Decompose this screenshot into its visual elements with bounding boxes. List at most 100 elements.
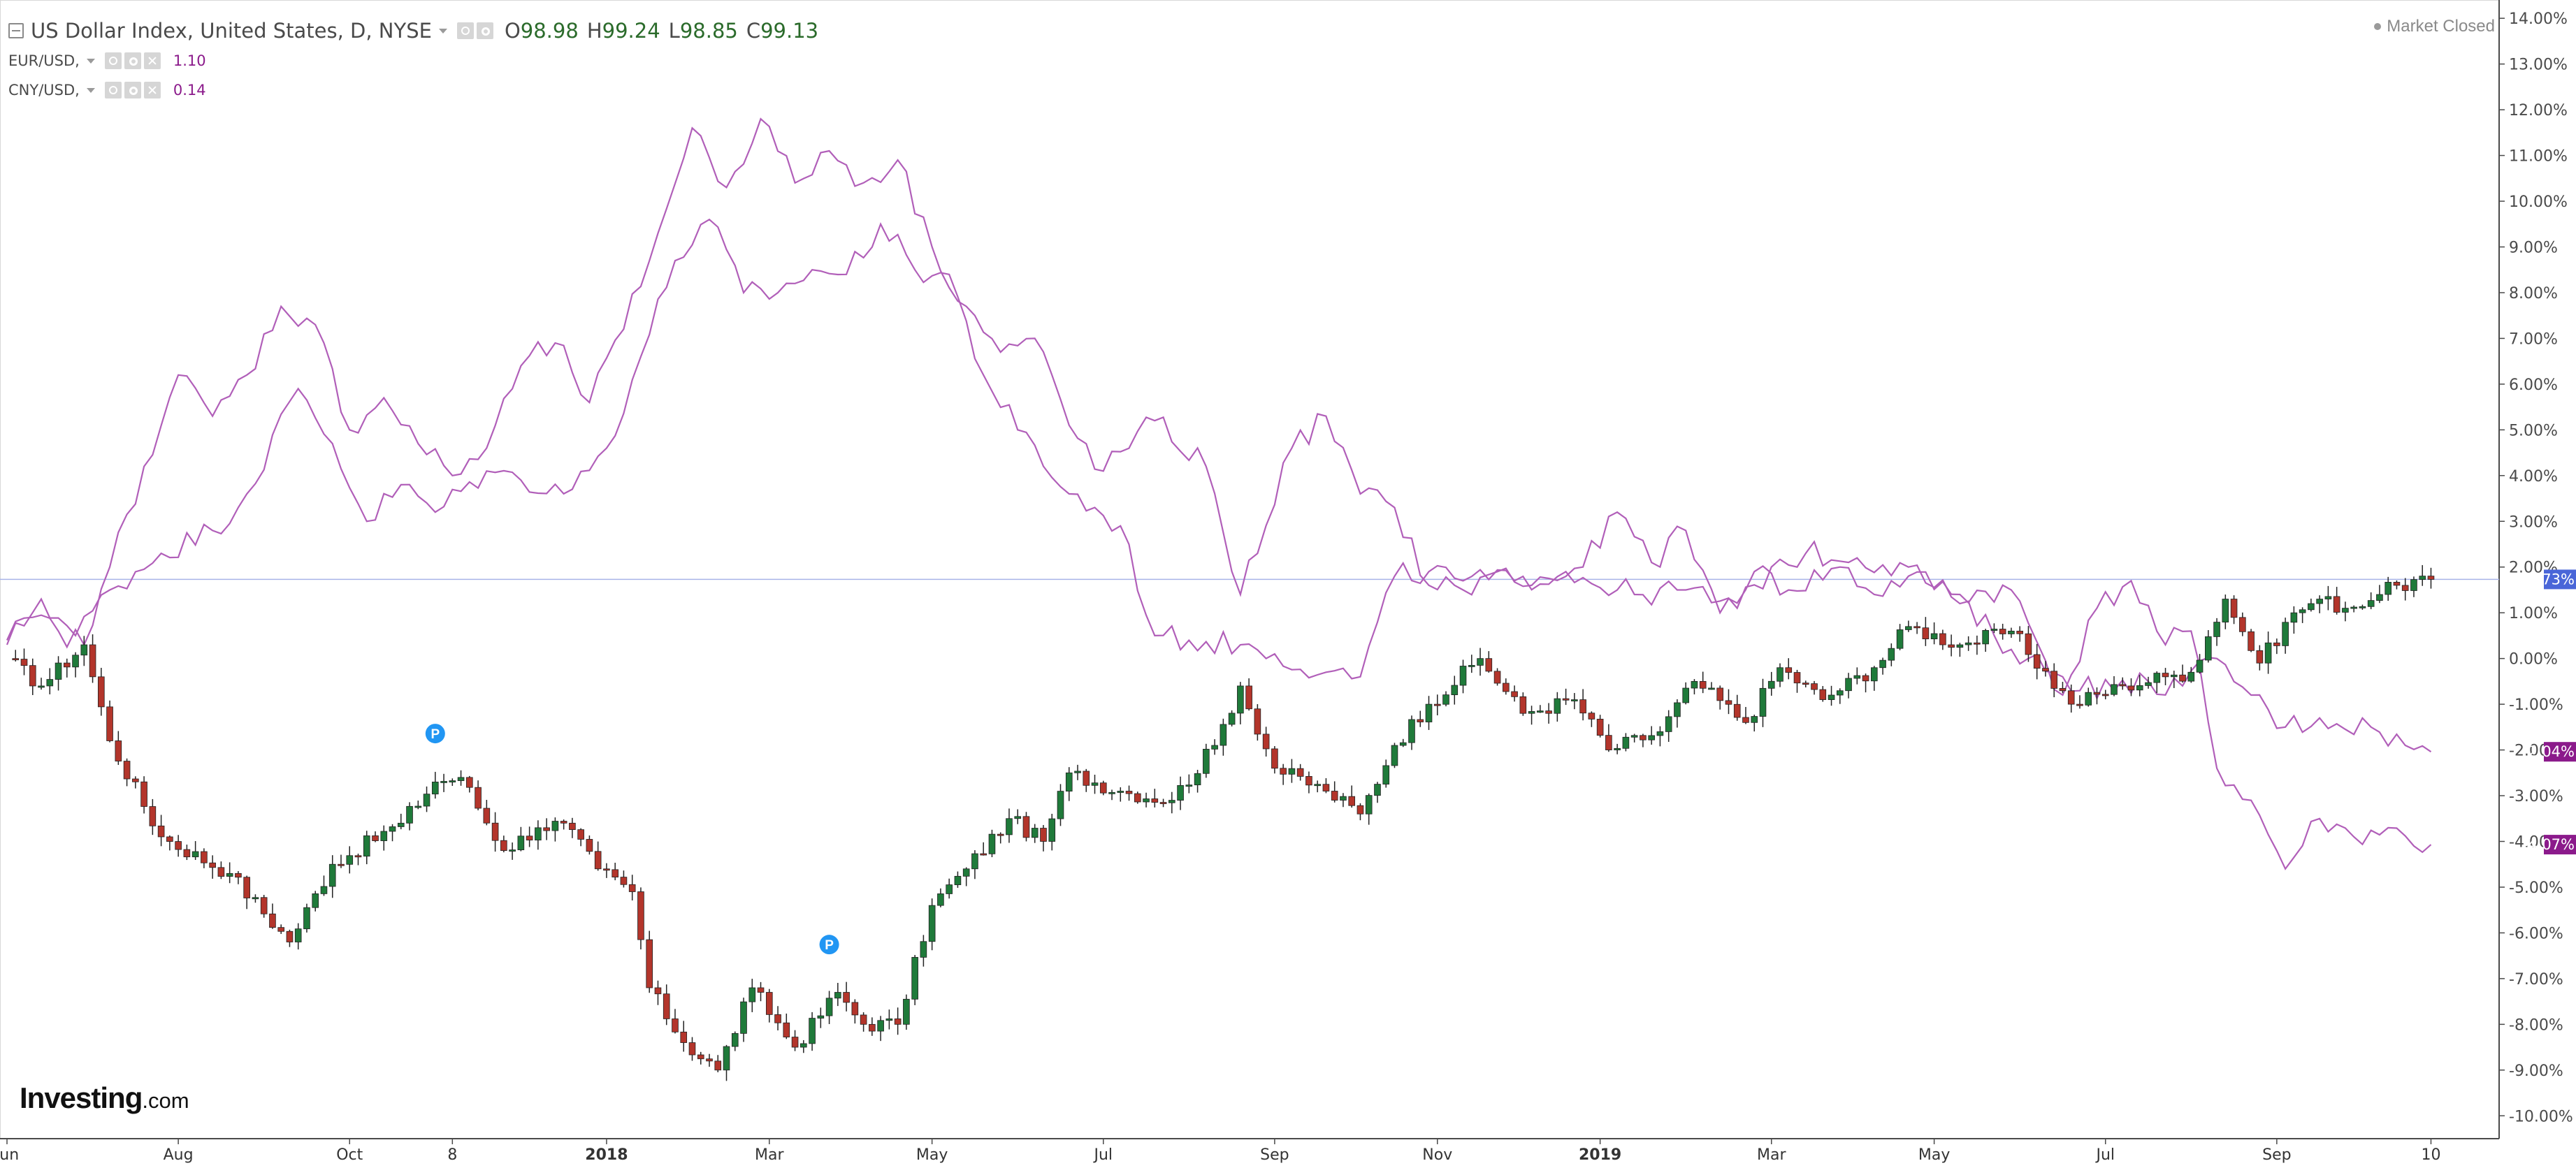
candle [2111, 676, 2118, 696]
candle [1108, 789, 1115, 801]
candle [2025, 626, 2032, 662]
x-tick-label: Oct [336, 1146, 363, 1164]
candle [1982, 629, 1989, 652]
close-icon[interactable] [143, 52, 161, 69]
gear-icon[interactable] [476, 22, 493, 39]
candle [997, 832, 1004, 844]
candle [1519, 692, 1527, 716]
candle [243, 875, 250, 910]
candle [937, 888, 944, 907]
candle [2419, 564, 2426, 586]
candle [1793, 669, 1801, 693]
candle [1305, 771, 1312, 794]
candle [1905, 620, 1912, 632]
candle [2410, 576, 2417, 597]
candle [166, 835, 173, 851]
y-tick-label: -10.00% [2509, 1108, 2573, 1125]
candle [346, 846, 354, 874]
ohlc-close-label: C [746, 19, 761, 43]
candle [654, 980, 662, 1005]
x-tick-label: Sep [1260, 1146, 1289, 1164]
candle [1853, 667, 1861, 685]
x-tick-label: Jun [0, 1146, 19, 1164]
candle [226, 862, 233, 884]
candle [723, 1044, 730, 1081]
candle [1322, 778, 1330, 794]
svg-text:1.73%: 1.73% [2528, 571, 2575, 587]
candle [1699, 671, 1707, 694]
event-marker[interactable]: P [819, 935, 839, 955]
candle [637, 887, 644, 950]
candle [1091, 774, 1099, 794]
x-tick-label: May [1918, 1146, 1950, 1164]
gear-icon[interactable] [124, 82, 141, 98]
candle [1614, 743, 1621, 754]
candle [2282, 618, 2289, 654]
candle [2316, 595, 2323, 613]
candle [1185, 774, 1193, 794]
eye-icon[interactable] [104, 82, 122, 98]
candle [1777, 663, 1783, 687]
candle [928, 898, 936, 951]
candle [1579, 689, 1586, 721]
eye-icon[interactable] [456, 22, 474, 39]
ohlc-open-label: O [504, 19, 521, 43]
candle [80, 636, 88, 666]
candle [89, 634, 96, 683]
candle [1828, 685, 1835, 706]
eye-icon[interactable] [104, 52, 122, 69]
y-tick-label: 11.00% [2509, 148, 2568, 166]
candle [543, 818, 550, 840]
candle [697, 1051, 704, 1065]
candle [628, 875, 636, 900]
collapse-toggle-icon[interactable] [8, 23, 24, 38]
candle [1913, 622, 1920, 634]
candle [431, 771, 439, 799]
candle [157, 815, 165, 847]
ohlc-low-label: L [668, 19, 680, 43]
chevron-down-icon[interactable] [438, 28, 447, 34]
candle [12, 650, 20, 662]
candle [252, 894, 259, 903]
chevron-down-icon[interactable] [86, 58, 95, 64]
candle [1391, 743, 1398, 768]
candle [123, 758, 131, 787]
chevron-down-icon[interactable] [86, 87, 95, 93]
candle [680, 1021, 688, 1052]
event-marker[interactable]: P [425, 724, 445, 744]
candle [2213, 618, 2220, 646]
y-tick-label: 9.00% [2509, 239, 2558, 256]
candle [1459, 659, 1467, 694]
candle [809, 1012, 816, 1051]
x-tick-label: 10 [2421, 1146, 2440, 1164]
candle [106, 700, 113, 743]
candle [140, 776, 147, 814]
candle [1596, 715, 1604, 738]
candle [2119, 677, 2127, 690]
candle [449, 778, 456, 787]
candle [1442, 691, 1449, 707]
candle [1896, 624, 1904, 650]
candle [483, 800, 491, 826]
candle [1742, 707, 1749, 724]
candle [380, 825, 388, 851]
candle [2093, 687, 2101, 705]
candle [38, 678, 45, 690]
candle [217, 861, 225, 879]
candle [1759, 678, 1767, 727]
candle [29, 658, 36, 695]
candle [2385, 576, 2392, 601]
candle [1785, 658, 1793, 680]
ohlc-close-value: 99.13 [760, 19, 819, 43]
gear-icon[interactable] [124, 52, 141, 69]
legend-overlay-name: EUR/USD, [8, 52, 80, 69]
candle [191, 841, 199, 861]
candle [962, 867, 970, 886]
candle [1331, 781, 1338, 803]
candle [517, 826, 525, 852]
candle [2239, 612, 2246, 636]
candle [2008, 627, 2015, 638]
candle [2256, 645, 2264, 671]
close-icon[interactable] [143, 82, 161, 98]
